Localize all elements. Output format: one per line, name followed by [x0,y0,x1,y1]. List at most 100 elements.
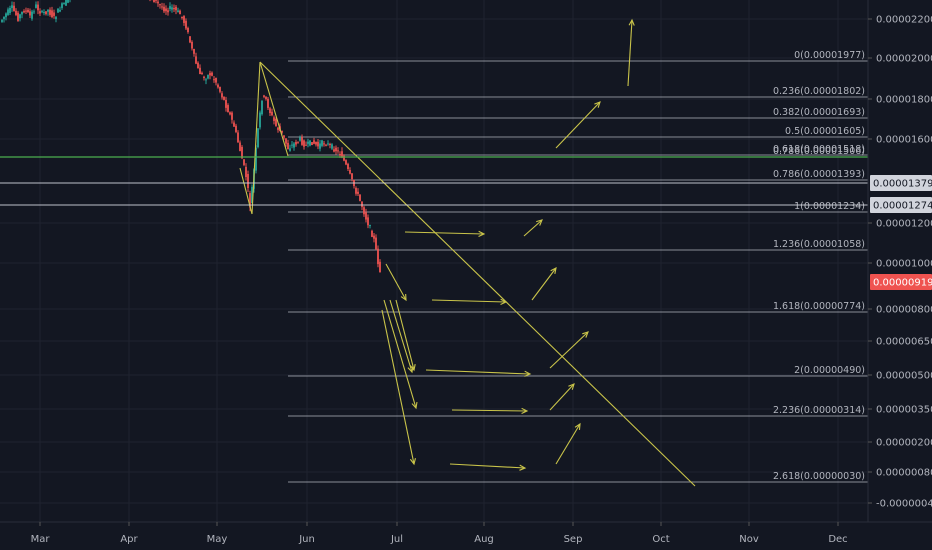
candle-body [181,16,183,19]
candle-body [51,10,53,18]
candle-body [247,174,249,189]
candle-body [221,93,223,98]
annotations[interactable] [239,18,696,487]
candle-body [185,20,187,29]
candle-body [365,212,367,220]
candle-body [267,98,269,108]
arrow-head [521,407,529,415]
arrow-line [385,263,407,301]
fib-level-label: 0.786(0.00001393) [773,169,865,180]
candle-body [299,137,301,141]
candle-body [233,122,235,127]
candle-body [165,8,167,12]
candle-body [35,4,37,8]
price-tick-label: 0.00002200 [876,15,932,26]
candle-body [41,11,43,13]
candle-body [173,8,175,10]
trend-line [239,167,253,215]
time-tick-label: Oct [652,534,669,545]
candle-body [57,8,59,13]
arrow-line [555,423,581,465]
grid [0,0,868,522]
candle-body [209,73,211,76]
candle-body [203,76,205,78]
arrow-line [555,101,601,149]
candle-body [65,0,67,6]
fib-level-label: 1.236(0.00001058) [773,239,865,250]
candle-body [265,96,267,99]
candle-body [205,79,207,81]
time-tick-label: Nov [739,534,759,545]
candle-body [191,41,193,49]
candle-body [269,108,271,114]
time-axis[interactable]: Mar Apr May Jun Jul Aug Sep Oct Nov Dec [0,521,932,545]
fib-level-label: 2.236(0.00000314) [773,405,865,416]
fibonacci-extension[interactable]: 0(0.00001977) 0.236(0.00001802) 0.382(0.00… [288,50,868,483]
candle-body [257,128,259,148]
candle-body [33,11,35,13]
fib-level-label: 0.786(0.00001506) [773,146,865,157]
arrow-head [400,293,407,302]
price-tick-label: 0.00001200 [876,219,932,230]
candle-body [249,193,251,208]
candle-body [55,16,57,19]
candle-body [237,132,239,143]
candle-body [245,166,247,178]
candle-body [371,230,373,237]
candle-body [53,12,55,16]
arrow-line [451,409,528,412]
candle-body [49,9,51,15]
candle-body [153,0,155,3]
price-tick-label: 0.00000650 [876,337,932,348]
candle-body [25,10,27,12]
candle-body [175,6,177,11]
price-tick-label: 0.00000350 [876,405,932,416]
descending-trend-line [259,61,696,487]
arrow-head [411,401,418,410]
arrow-head [568,383,575,390]
candle-body [319,143,321,149]
candle-body [61,3,63,8]
candle-body [311,142,313,145]
candle-body [31,11,33,19]
candle-body [281,130,283,133]
candle-body [225,99,227,108]
candle-body [171,7,173,10]
time-tick-label: Apr [120,534,138,545]
fib-level-label: 0(0.00001977) [794,50,865,61]
candle-body [219,87,221,92]
candle-body [7,9,9,15]
fib-level-label: 0.382(0.00001693) [773,107,865,118]
candle-body [361,201,363,207]
price-tick-label: 0.00002000 [876,54,932,65]
arrow-line [395,299,415,371]
arrow-line [381,309,415,465]
price-tag [870,274,932,290]
arrow-head [500,298,508,305]
price-axis[interactable]: 0.00002200 0.00002000 0.00001800 0.00001600… [867,0,932,522]
price-tick-label: 0.00001600 [876,135,932,146]
candle-body [3,16,5,19]
candle-body [43,12,45,14]
candle-body [67,0,69,3]
fib-level-label: 0.5(0.00001605) [785,126,865,137]
price-lines[interactable] [0,156,868,206]
candle-body [37,4,39,11]
candle-body [157,1,159,4]
candle-body [325,144,327,146]
candle-body [359,194,361,201]
candle-body [189,36,191,43]
candle-body [369,225,371,227]
time-tick-label: Jun [298,534,315,545]
candle-body [351,173,353,179]
candle-body [343,155,345,161]
arrow-head [478,230,486,237]
candle-body [15,10,17,15]
arrow-head [574,422,581,431]
candle-body [345,160,347,165]
candle-body [231,112,233,120]
price-tick-label: 0.00000080 [876,468,932,479]
candle-body [297,141,299,143]
